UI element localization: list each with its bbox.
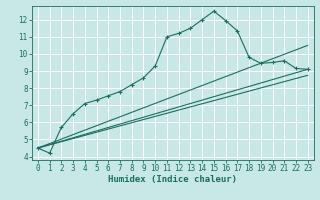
X-axis label: Humidex (Indice chaleur): Humidex (Indice chaleur): [108, 175, 237, 184]
